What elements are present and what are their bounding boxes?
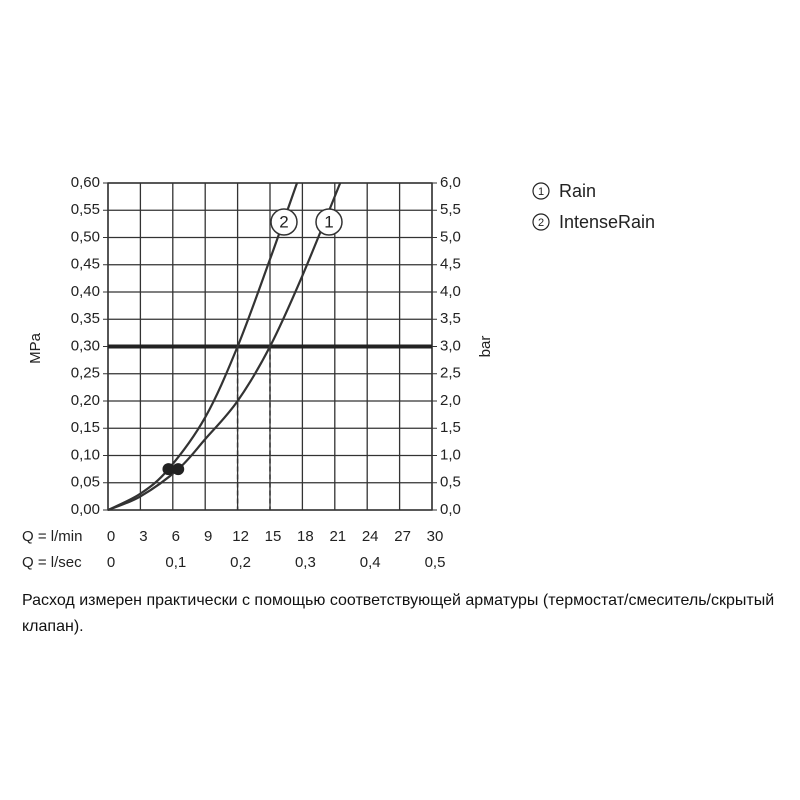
footnote: Расход измерен практически с помощью соо… xyxy=(22,592,775,635)
curve-tag-circle xyxy=(315,208,343,236)
y2-tick-label: 2,5 xyxy=(440,365,461,382)
curve xyxy=(107,182,299,511)
y2-tick-label: 6,0 xyxy=(440,174,461,191)
y2-tick-label: 2,0 xyxy=(440,392,461,409)
y2-tick-label: 1,0 xyxy=(440,446,461,463)
legend-number: 1 xyxy=(538,186,544,198)
legend-number: 2 xyxy=(538,217,544,229)
x-tick-label: 30 xyxy=(427,528,444,545)
x-tick-label: 6 xyxy=(172,528,180,545)
legend-symbol xyxy=(532,213,550,231)
y-tick-label: 0,35 xyxy=(71,310,100,327)
x2-tick-label: 0,4 xyxy=(360,554,381,571)
y-axis-label: MPa xyxy=(27,332,44,364)
y2-tick-label: 3,0 xyxy=(440,337,461,354)
y-tick-label: 0,55 xyxy=(71,201,100,218)
y-tick-label: 0,50 xyxy=(71,228,100,245)
y-tick-label: 0,60 xyxy=(71,174,100,191)
y2-tick-label: 0,0 xyxy=(440,501,461,518)
legend-symbol xyxy=(532,182,550,200)
y2-tick-label: 4,5 xyxy=(440,256,461,273)
legend-label: IntenseRain xyxy=(559,212,655,232)
page: {"chart_data": { "type": "line", "xlabel… xyxy=(22,173,775,635)
point xyxy=(172,463,185,476)
y2-tick-label: 4,0 xyxy=(440,283,461,300)
x-tick-label: 21 xyxy=(329,528,346,545)
y-tick-label: 0,40 xyxy=(71,283,100,300)
x-tick-label: 12 xyxy=(232,528,249,545)
x-tick-label: 18 xyxy=(297,528,314,545)
y2-axis-label: bar xyxy=(477,336,494,358)
x2-tick-label: 0,3 xyxy=(295,554,316,571)
curve-tag: 2 xyxy=(279,212,288,231)
y2-tick-label: 5,0 xyxy=(440,228,461,245)
y2-tick-label: 5,5 xyxy=(440,201,461,218)
x2-tick-label: 0,5 xyxy=(425,554,446,571)
x-axis-label: Q = l/min xyxy=(22,528,82,545)
x2-tick-label: 0,1 xyxy=(165,554,186,571)
x-tick-label: 3 xyxy=(139,528,147,545)
y-tick-label: 0,30 xyxy=(71,337,100,354)
x-tick-label: 27 xyxy=(394,528,411,545)
y-tick-label: 0,45 xyxy=(71,256,100,273)
x-tick-label: 9 xyxy=(204,528,212,545)
x-tick-label: 15 xyxy=(265,528,282,545)
y-tick-label: 0,05 xyxy=(71,474,100,491)
y2-tick-label: 1,5 xyxy=(440,419,461,436)
y-tick-label: 0,00 xyxy=(71,501,100,518)
x2-tick-label: 0,2 xyxy=(230,554,251,571)
y2-tick-label: 0,5 xyxy=(440,474,461,491)
y-tick-label: 0,10 xyxy=(71,446,100,463)
curve xyxy=(107,182,342,512)
y2-tick-label: 3,5 xyxy=(440,310,461,327)
x-tick-label: 24 xyxy=(362,528,379,545)
chart: 0,000,050,100,150,200,250,300,350,400,45… xyxy=(22,174,655,571)
x-tick-label: 0 xyxy=(107,528,115,545)
curve-tag-circle xyxy=(270,208,298,236)
y-tick-label: 0,25 xyxy=(71,365,100,382)
x2-tick-label: 0 xyxy=(107,554,115,571)
y-tick-label: 0,20 xyxy=(71,392,100,409)
curve-tag: 1 xyxy=(324,212,333,231)
point xyxy=(162,463,175,476)
legend-label: Rain xyxy=(559,181,596,201)
x2-axis-label: Q = l/sec xyxy=(22,554,82,571)
y-tick-label: 0,15 xyxy=(71,419,100,436)
